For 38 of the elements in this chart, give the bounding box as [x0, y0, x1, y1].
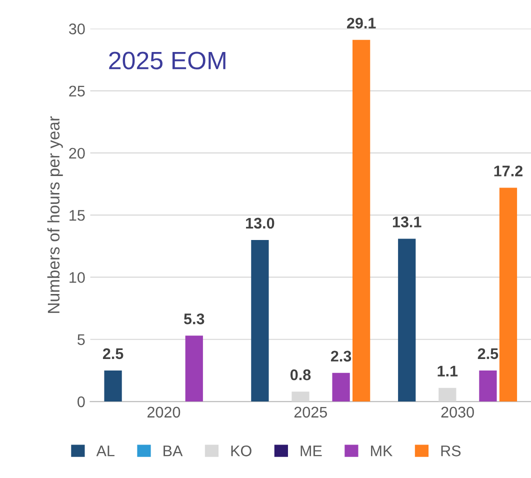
x-tick-label: 2030 — [441, 406, 474, 418]
data-label: 5.3 — [184, 313, 204, 324]
y-tick-label: 5 — [78, 334, 85, 346]
data-label: 13.0 — [246, 218, 274, 229]
y-tick-label: 25 — [69, 86, 85, 97]
y-tick-label: 0 — [78, 396, 85, 408]
text: 2025 EOM — [109, 52, 226, 70]
bar — [398, 238, 416, 402]
legend-label: MK — [371, 446, 393, 456]
bar — [479, 370, 497, 402]
bar — [438, 388, 456, 402]
bar — [332, 372, 350, 402]
y-tick-label: 15 — [70, 210, 85, 221]
bar — [499, 188, 518, 402]
data-label: 2.3 — [330, 350, 352, 362]
data-label: 13.1 — [392, 216, 422, 228]
data-label: 17.2 — [494, 166, 522, 176]
x-tick-label: 2025 — [294, 406, 327, 418]
legend-label: AL — [96, 446, 114, 456]
bar — [292, 392, 310, 402]
y-tick-label: 20 — [69, 148, 85, 159]
bar — [104, 370, 122, 402]
x-tick-label: 2020 — [148, 406, 180, 418]
y-axis-title: Numbers of hours per year — [47, 116, 63, 313]
data-label: 2.5 — [102, 348, 124, 360]
y-tick-label: 10 — [70, 272, 85, 283]
legend-label: RS — [441, 446, 461, 456]
data-label: 0.8 — [290, 369, 311, 380]
legend-label: ME — [300, 446, 322, 456]
data-label: 2.5 — [478, 348, 498, 360]
legend-label: BA — [164, 446, 183, 456]
data-label: 29.1 — [346, 18, 376, 29]
legend-label: KO — [231, 446, 252, 456]
bar — [352, 40, 370, 402]
y-tick-label: 30 — [69, 24, 85, 34]
bar — [185, 336, 203, 402]
data-label: 1.1 — [438, 366, 458, 376]
bar — [251, 240, 269, 402]
